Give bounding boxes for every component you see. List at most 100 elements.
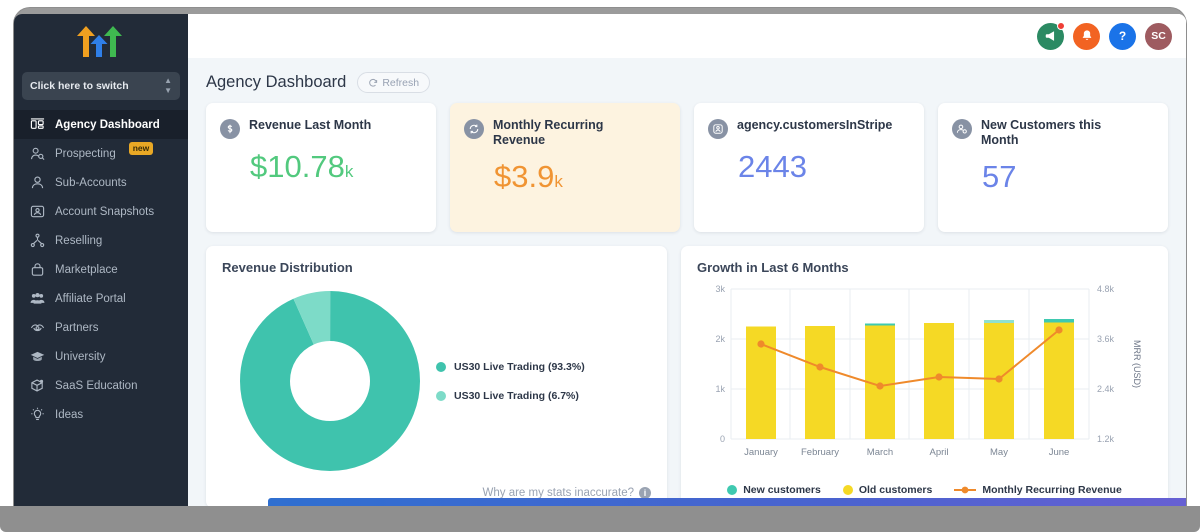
stat-card-value: $10.78k (220, 139, 422, 185)
info-icon: i (639, 487, 651, 499)
stat-value-suffix: k (344, 162, 354, 181)
bag-icon (30, 262, 45, 277)
legend-label: Monthly Recurring Revenue (982, 484, 1122, 496)
dashboard-icon (30, 117, 45, 132)
svg-text:May: May (990, 447, 1008, 458)
mrr-points (757, 326, 1063, 390)
panel-title: Growth in Last 6 Months (697, 260, 849, 275)
stat-value-main: 57 (982, 158, 1017, 194)
svg-text:February: February (801, 447, 839, 458)
account-switcher[interactable]: Click here to switch ▲ ▼ (22, 72, 180, 100)
legend-color-dot (436, 361, 446, 372)
sidebar-item-affiliate-portal[interactable]: Affiliate Portal (14, 284, 188, 313)
handshake-icon (30, 320, 45, 335)
donut-chart-area: US30 Live Trading (93.3%) US30 Live Trad… (222, 275, 651, 487)
user-avatar[interactable]: SC (1145, 22, 1172, 50)
growth-chart-legend: New customers Old customers Monthly Recu… (681, 484, 1168, 496)
refresh-label: Refresh (382, 76, 420, 89)
sidebar-item-prospecting[interactable]: Prospecting new (14, 139, 188, 168)
legend-label: US30 Live Trading (93.3%) (454, 360, 585, 373)
sidebar-item-label: University (55, 350, 106, 363)
sidebar-item-university[interactable]: University (14, 342, 188, 371)
topbar: ? SC (188, 14, 1186, 58)
svg-text:1k: 1k (715, 384, 725, 394)
stat-value-main: $3.9 (494, 158, 555, 194)
chevron-updown-icon: ▲ ▼ (164, 76, 172, 95)
reselling-icon (30, 233, 45, 248)
sidebar-item-sub-accounts[interactable]: Sub-Accounts (14, 168, 188, 197)
legend-label: New customers (743, 484, 821, 496)
growth-chart-panel: Growth in Last 6 Months (681, 246, 1168, 506)
stat-card-value: 57 (952, 149, 1154, 195)
legend-item-old-customers[interactable]: Old customers (842, 484, 932, 496)
stat-card-value: $3.9k (464, 149, 666, 195)
chart-gridlines (730, 288, 1090, 440)
help-icon[interactable]: ? (1109, 22, 1136, 50)
svg-text:2.4k: 2.4k (1097, 384, 1115, 394)
new-badge: new (128, 142, 154, 155)
snapshot-icon (30, 204, 45, 219)
stat-card-customers-in-stripe[interactable]: agency.customersInStripe 2443 (694, 103, 924, 232)
stats-note-text: Why are my stats inaccurate? (482, 487, 634, 499)
refresh-button[interactable]: Refresh (357, 72, 431, 93)
logo-arrows-svg (77, 26, 122, 57)
bar-old-june (1044, 322, 1074, 439)
bar-new-may (984, 320, 1014, 323)
bar-new-june (1044, 319, 1074, 323)
legend-color-dot (842, 485, 853, 495)
svg-text:3.6k: 3.6k (1097, 334, 1115, 344)
recurring-icon (464, 119, 484, 139)
legend-color-dot (727, 485, 738, 495)
legend-color-dot (436, 390, 446, 401)
stat-card-revenue-last-month[interactable]: Revenue Last Month $10.78k (206, 103, 436, 232)
sidebar-item-agency-dashboard[interactable]: Agency Dashboard (14, 110, 188, 139)
sidebar-item-partners[interactable]: Partners (14, 313, 188, 342)
stat-card-monthly-recurring-revenue[interactable]: Monthly Recurring Revenue $3.9k (450, 103, 680, 232)
revenue-distribution-panel: Revenue Distribution US30 Live Trading (… (206, 246, 667, 506)
legend-line-marker (954, 486, 977, 494)
page-header: Agency Dashboard Refresh (188, 58, 1186, 103)
page-title: Agency Dashboard (206, 73, 347, 91)
bar-new-march (865, 323, 895, 326)
sidebar-item-label: Account Snapshots (55, 205, 155, 218)
bell-icon[interactable] (1073, 22, 1100, 50)
svg-text:2k: 2k (715, 334, 725, 344)
svg-text:3k: 3k (715, 284, 725, 294)
new-customer-icon (952, 119, 972, 139)
sidebar-item-label: Agency Dashboard (55, 118, 160, 131)
cube-icon (30, 378, 45, 393)
legend-item[interactable]: US30 Live Trading (93.3%) (436, 361, 585, 373)
notification-dot (1057, 21, 1065, 30)
chart-bars (746, 319, 1074, 439)
legend-item[interactable]: US30 Live Trading (6.7%) (436, 390, 585, 402)
growth-chart: 3k 2k 1k 0 4.8k 3.6k 2.4k 1.2k MRR (US (715, 284, 1142, 458)
sidebar-item-ideas[interactable]: Ideas (14, 400, 188, 429)
sidebar-item-saas-education[interactable]: SaaS Education (14, 371, 188, 400)
sidebar-item-reselling[interactable]: Reselling (14, 226, 188, 255)
refresh-icon (369, 78, 378, 87)
sidebar-item-label: SaaS Education (55, 379, 138, 392)
stats-inaccurate-link[interactable]: Why are my stats inaccurate? i (483, 487, 651, 499)
svg-text:4.8k: 4.8k (1097, 284, 1115, 294)
sidebar-item-marketplace[interactable]: Marketplace (14, 255, 188, 284)
bottom-accent-bar (268, 498, 1186, 506)
svg-text:1.2k: 1.2k (1097, 434, 1115, 444)
megaphone-icon[interactable] (1037, 21, 1065, 50)
y-axis-right-title: MRR (USD) (1132, 340, 1142, 388)
people-icon (30, 291, 45, 306)
customer-icon (708, 119, 728, 139)
stat-card-title: Revenue Last Month (249, 118, 372, 132)
svg-text:March: March (867, 447, 893, 458)
sidebar-item-label: Ideas (55, 408, 84, 421)
donut-chart (240, 291, 420, 471)
sidebar-item-account-snapshots[interactable]: Account Snapshots (14, 197, 188, 226)
svg-text:April: April (929, 447, 948, 458)
growth-arrows-logo[interactable] (14, 14, 188, 68)
stat-card-new-customers-this-month[interactable]: New Customers this Month 57 (938, 103, 1168, 232)
legend-label: US30 Live Trading (6.7%) (454, 389, 579, 402)
legend-item-mrr[interactable]: Monthly Recurring Revenue (954, 484, 1122, 496)
legend-item-new-customers[interactable]: New customers (727, 484, 821, 496)
account-switcher-label: Click here to switch (30, 80, 129, 92)
stat-value-main: $10.78 (250, 149, 345, 184)
dollar-icon (220, 119, 240, 139)
